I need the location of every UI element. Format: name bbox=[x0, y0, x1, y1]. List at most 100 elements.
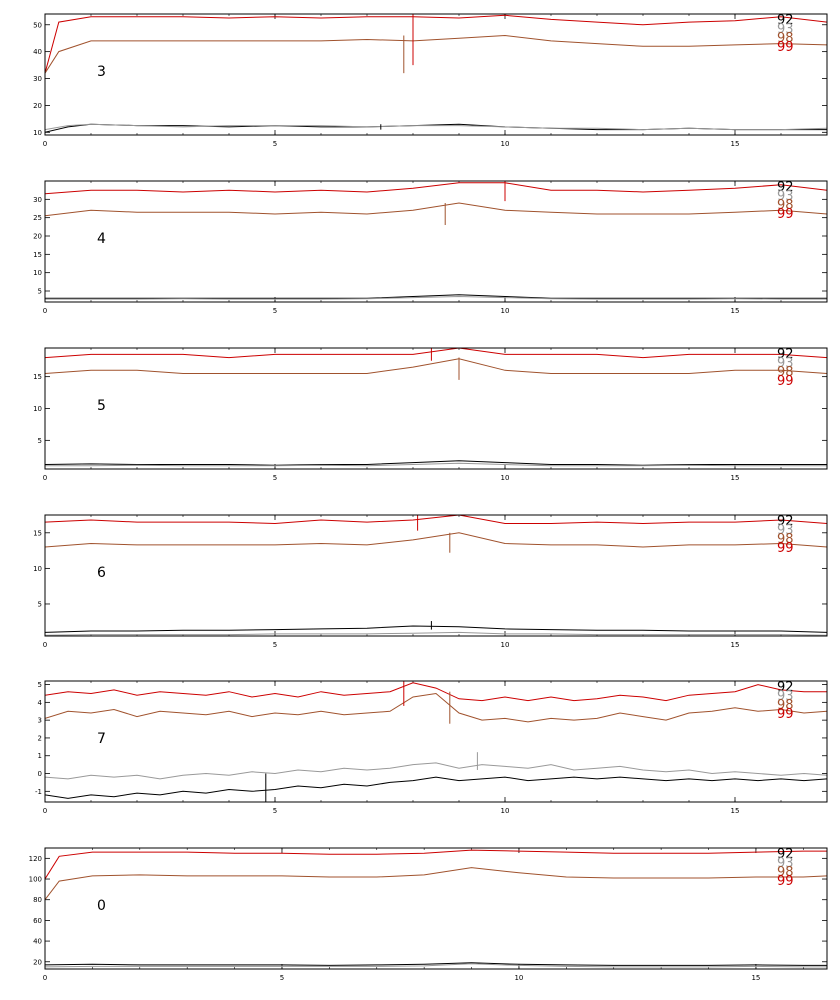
y-tick-label: 10 bbox=[33, 405, 42, 413]
legend-label-92: 92 bbox=[777, 13, 794, 28]
legend-label-99: 99 bbox=[777, 541, 794, 556]
series-line-2 bbox=[45, 625, 827, 633]
panel-label: 4 bbox=[97, 231, 106, 247]
y-tick-label: 10 bbox=[33, 269, 42, 277]
legend-label-98: 98 bbox=[777, 865, 794, 880]
y-tick-label: 1 bbox=[38, 752, 42, 760]
legend-label-98: 98 bbox=[777, 365, 794, 380]
y-tick-label: 40 bbox=[33, 48, 42, 56]
x-tick-label: 5 bbox=[273, 140, 277, 148]
x-tick-label: 15 bbox=[731, 140, 740, 148]
y-tick-label: 20 bbox=[33, 102, 42, 110]
y-tick-label: 20 bbox=[33, 958, 42, 966]
y-tick-label: 30 bbox=[33, 196, 42, 204]
y-tick-label: 100 bbox=[29, 876, 42, 884]
x-tick-label: 5 bbox=[280, 974, 284, 982]
panel-label: 7 bbox=[97, 731, 106, 747]
y-tick-label: 40 bbox=[33, 938, 42, 946]
legend-label-99: 99 bbox=[777, 374, 794, 389]
legend-label-99: 99 bbox=[777, 40, 794, 55]
y-tick-label: 5 bbox=[38, 681, 42, 689]
y-tick-label: 50 bbox=[33, 21, 42, 29]
legend-label-99: 99 bbox=[777, 207, 794, 222]
plot-frame bbox=[44, 514, 828, 637]
panel-label: 0 bbox=[97, 898, 106, 914]
x-tick-label: 15 bbox=[731, 474, 740, 482]
y-tick-label: 120 bbox=[29, 855, 42, 863]
x-tick-label: 0 bbox=[43, 641, 47, 649]
series-line-3 bbox=[45, 462, 827, 467]
legend-label-98: 98 bbox=[777, 31, 794, 46]
series-line-0 bbox=[45, 14, 827, 74]
series-line-0 bbox=[45, 348, 827, 359]
series-line-1 bbox=[45, 532, 827, 548]
x-tick-label: 15 bbox=[731, 807, 740, 815]
series-line-3 bbox=[45, 631, 827, 636]
y-tick-label: 10 bbox=[33, 565, 42, 573]
y-tick-label: 10 bbox=[33, 129, 42, 137]
legend-label-92: 92 bbox=[777, 847, 794, 862]
plot-frame bbox=[44, 680, 828, 803]
series-line-2 bbox=[45, 962, 827, 966]
legend-label-92: 92 bbox=[777, 180, 794, 195]
legend-label-93: 93 bbox=[777, 22, 794, 37]
panel-label: 3 bbox=[97, 64, 106, 80]
legend-label-92: 92 bbox=[777, 680, 794, 695]
series-line-3 bbox=[45, 123, 827, 131]
x-tick-label: 10 bbox=[514, 974, 523, 982]
x-tick-label: 5 bbox=[273, 474, 277, 482]
legend-label-98: 98 bbox=[777, 198, 794, 213]
x-tick-label: 10 bbox=[501, 641, 510, 649]
x-tick-label: 5 bbox=[273, 641, 277, 649]
plot-frame bbox=[44, 180, 828, 303]
series-line-0 bbox=[45, 849, 827, 880]
y-tick-label: 3 bbox=[38, 717, 42, 725]
y-tick-label: -1 bbox=[35, 788, 42, 796]
y-tick-label: 20 bbox=[33, 233, 42, 241]
series-line-1 bbox=[45, 867, 827, 901]
series-line-3 bbox=[45, 963, 827, 968]
series-line-1 bbox=[45, 358, 827, 374]
x-tick-label: 0 bbox=[43, 474, 47, 482]
x-tick-label: 15 bbox=[731, 307, 740, 315]
legend-label-93: 93 bbox=[777, 189, 794, 204]
legend-label-93: 93 bbox=[777, 356, 794, 371]
series-line-2 bbox=[45, 762, 827, 780]
x-tick-label: 0 bbox=[43, 307, 47, 315]
series-line-0 bbox=[45, 682, 827, 702]
x-tick-label: 15 bbox=[731, 641, 740, 649]
legend-label-98: 98 bbox=[777, 698, 794, 713]
y-tick-label: 60 bbox=[33, 917, 42, 925]
series-line-2 bbox=[45, 460, 827, 466]
series-line-3 bbox=[45, 776, 827, 799]
legend-label-93: 93 bbox=[777, 689, 794, 704]
x-tick-label: 0 bbox=[43, 807, 47, 815]
x-tick-label: 10 bbox=[501, 307, 510, 315]
series-line-1 bbox=[45, 34, 827, 74]
panel-label: 5 bbox=[97, 398, 106, 414]
legend-label-93: 93 bbox=[777, 856, 794, 871]
legend-label-92: 92 bbox=[777, 514, 794, 529]
y-tick-label: 15 bbox=[33, 251, 42, 259]
x-tick-label: 10 bbox=[501, 474, 510, 482]
series-line-1 bbox=[45, 692, 827, 723]
series-line-0 bbox=[45, 515, 827, 525]
y-tick-label: 2 bbox=[38, 734, 42, 742]
y-tick-label: 5 bbox=[38, 437, 42, 445]
y-tick-label: 5 bbox=[38, 600, 42, 608]
y-tick-label: 15 bbox=[33, 373, 42, 381]
y-tick-label: 5 bbox=[38, 288, 42, 296]
series-line-3 bbox=[45, 295, 827, 300]
x-tick-label: 15 bbox=[751, 974, 760, 982]
series-line-0 bbox=[45, 182, 827, 195]
plot-frame bbox=[44, 847, 828, 970]
legend-label-99: 99 bbox=[777, 707, 794, 722]
plot-frame bbox=[44, 13, 828, 136]
x-tick-label: 10 bbox=[501, 140, 510, 148]
panel-label: 6 bbox=[97, 565, 106, 581]
